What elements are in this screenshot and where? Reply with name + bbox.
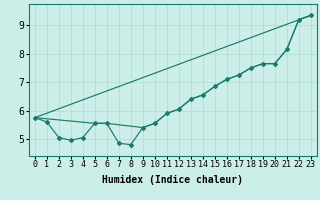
X-axis label: Humidex (Indice chaleur): Humidex (Indice chaleur): [102, 175, 243, 185]
